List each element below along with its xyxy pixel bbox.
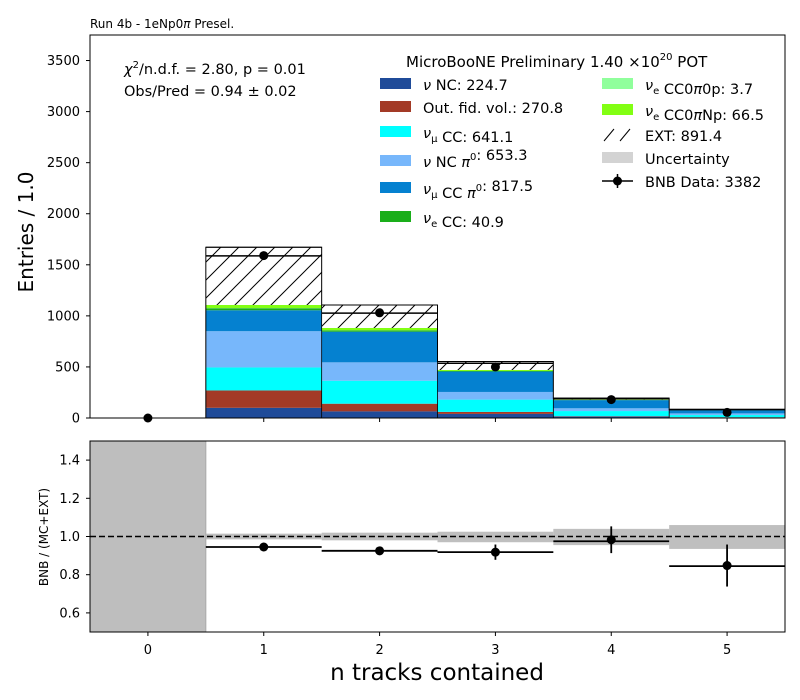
legend-label: ν NC: 224.7: [423, 78, 508, 94]
chi2-label: χ2/n.d.f. = 2.80, p = 0.01: [123, 60, 306, 78]
stacked-bars: [205, 304, 785, 418]
bottom-ytick-label-1.2: 1.2: [59, 492, 80, 507]
bar-segment-ext-bin-2: [321, 313, 438, 328]
top-ytick-label-3500: 3500: [47, 54, 80, 69]
top-plot-frame: [89, 34, 786, 419]
legend-swatch-col2-1: [602, 104, 633, 115]
obs-pred-label: Obs/Pred = 0.94 ± 0.02: [124, 84, 297, 100]
bottom-ytick-label-0.8: 0.8: [59, 568, 80, 583]
legend-label: νe CC0π0p: 3.7: [645, 78, 753, 98]
bar-segment-series-4-bin-3: [437, 371, 554, 392]
top-x-ticks: [147, 418, 728, 422]
ratio-point-4: [722, 561, 732, 571]
bottom-ytick-label-1: 1.0: [59, 530, 80, 545]
bar-segment-series-0-bin-2: [321, 411, 438, 418]
legend: ν NC: 224.7 Out. fid. vol.: 270.8 νμ CC: 6…: [380, 78, 764, 231]
legend-label: EXT: 891.4: [645, 129, 722, 145]
bottom-ytick-label-1.4: 1.4: [59, 454, 80, 469]
top-ytick-label-500: 500: [55, 360, 80, 375]
bottom-xtick-label-5: 5: [723, 643, 731, 658]
bottom-ytick-label-0.6: 0.6: [59, 606, 80, 621]
legend-label: νe CC: 40.9: [423, 211, 504, 231]
bottom-xtick-label-1: 1: [260, 643, 268, 658]
bottom-y-axis-label: BNB / (MC+EXT): [37, 488, 51, 586]
bottom-xtick-label-2: 2: [375, 643, 383, 658]
ratio-panel: 0.6 0.8 1.0 1.2 1.4 0 1 2 3 4 5 BNB / (MC+EXT) n …: [37, 440, 786, 686]
bar-segment-series-4-bin-1: [205, 310, 322, 332]
bar-segment-series-0-bin-4: [553, 416, 670, 418]
uncertainty-segment-bin-3: [437, 361, 554, 364]
top-ytick-label-1500: 1500: [47, 258, 80, 273]
bar-segment-series-1-bin-2: [321, 403, 438, 412]
ratio-point-0: [259, 542, 269, 552]
bar-segment-series-3-bin-4: [553, 408, 670, 412]
bottom-xtick-label-0: 0: [144, 643, 152, 658]
legend-label: νμ CC: 641.1: [423, 126, 513, 146]
legend-hatch-a: [603, 128, 615, 142]
bar-segment-series-1-bin-3: [437, 411, 554, 414]
ratio-point-1: [375, 546, 385, 556]
legend-swatch-col1-3: [380, 155, 411, 166]
top-ytick-label-2500: 2500: [47, 156, 80, 171]
top-ytick-label-0: 0: [72, 412, 80, 427]
bar-segment-series-0-bin-1: [205, 407, 322, 418]
bottom-x-ticks: 0 1 2 3 4 5: [144, 632, 731, 658]
ratio-points: [259, 526, 732, 587]
bar-segment-series-3-bin-3: [437, 391, 554, 400]
bar-segment-series-0-bin-3: [437, 413, 554, 418]
data-point-3: [490, 362, 500, 372]
legend-swatch-col1-1: [380, 101, 411, 112]
bar-segment-series-2-bin-2: [321, 380, 438, 404]
legend-swatch-col1-5: [380, 211, 411, 222]
bar-segment-series-7-bin-1: [205, 304, 322, 309]
x-axis-label: n tracks contained: [330, 660, 544, 686]
top-y-ticks: 0 500 1000 1500 2000 2500 3000 3500: [47, 54, 90, 427]
legend-point-marker: [613, 176, 622, 186]
legend-swatch-col2-3: [602, 152, 633, 163]
legend-label: BNB Data: 3382: [645, 175, 761, 191]
data-points: [143, 251, 732, 423]
ratio-band-bin-5: [669, 525, 785, 549]
bar-segment-series-3-bin-2: [321, 362, 438, 381]
bar-segment-series-1-bin-1: [205, 390, 322, 408]
bar-segment-series-3-bin-1: [205, 331, 322, 368]
legend-swatch-col1-0: [380, 78, 411, 89]
legend-label: Uncertainty: [645, 152, 730, 168]
top-y-axis-label: Entries / 1.0: [14, 172, 38, 293]
legend-swatch-col2-0: [602, 78, 633, 89]
legend-hatch-b: [619, 128, 631, 142]
bar-segment-series-2-bin-1: [205, 367, 322, 391]
legend-label: νe CC0πNp: 66.5: [645, 104, 764, 124]
data-point-5: [722, 407, 732, 417]
top-ytick-label-2000: 2000: [47, 207, 80, 222]
legend-label: Out. fid. vol.: 270.8: [423, 101, 563, 117]
top-ytick-label-1000: 1000: [47, 309, 80, 324]
data-point-4: [606, 395, 616, 405]
stacked-histogram-panel: 0 500 1000 1500 2000 2500 3000 3500 Entries / 1…: [14, 34, 786, 427]
bottom-xtick-label-4: 4: [607, 643, 615, 658]
legend-swatch-col1-4: [380, 182, 411, 193]
bar-segment-series-7-bin-2: [321, 327, 438, 331]
legend-swatch-col1-2: [380, 126, 411, 137]
bar-segment-ext-bin-1: [205, 255, 322, 305]
bar-segment-series-2-bin-4: [553, 411, 670, 417]
data-point-2: [375, 308, 385, 318]
bottom-y-ticks: 0.6 0.8 1.0 1.2 1.4: [59, 454, 90, 621]
legend-label: ν NC π0: 653.3: [423, 148, 527, 171]
bottom-xtick-label-3: 3: [491, 643, 499, 658]
legend-title: MicroBooNE Preliminary 1.40 ×1020 POT: [406, 52, 708, 71]
bar-segment-series-5-bin-1: [205, 308, 322, 311]
data-point-1: [259, 251, 269, 261]
stack-outline: [90, 246, 786, 419]
bar-segment-series-2-bin-3: [437, 399, 554, 412]
bar-segment-series-4-bin-4: [553, 400, 670, 409]
legend-label: νμ CC π0: 817.5: [423, 179, 533, 202]
run-label: Run 4b - 1eNp0π Presel.: [90, 17, 234, 31]
ratio-point-3: [606, 535, 616, 545]
ratio-point-2: [490, 547, 500, 557]
top-ytick-label-3000: 3000: [47, 105, 80, 120]
bar-segment-series-4-bin-2: [321, 331, 438, 363]
bar-segment-series-5-bin-2: [321, 330, 438, 332]
